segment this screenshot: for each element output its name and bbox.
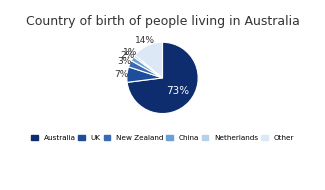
Wedge shape <box>127 42 198 114</box>
Wedge shape <box>131 57 162 78</box>
Text: 3%: 3% <box>118 57 132 66</box>
Text: 73%: 73% <box>166 86 189 96</box>
Wedge shape <box>135 42 162 78</box>
Title: Country of birth of people living in Australia: Country of birth of people living in Aus… <box>26 15 299 28</box>
Legend: Australia, UK, New Zealand, China, Netherlands, Other: Australia, UK, New Zealand, China, Nethe… <box>28 132 297 144</box>
Text: 14%: 14% <box>135 36 155 45</box>
Wedge shape <box>127 67 162 82</box>
Text: 2%: 2% <box>121 51 135 60</box>
Wedge shape <box>129 61 162 78</box>
Text: 7%: 7% <box>114 70 129 78</box>
Text: 1%: 1% <box>123 48 137 57</box>
Wedge shape <box>134 55 162 78</box>
